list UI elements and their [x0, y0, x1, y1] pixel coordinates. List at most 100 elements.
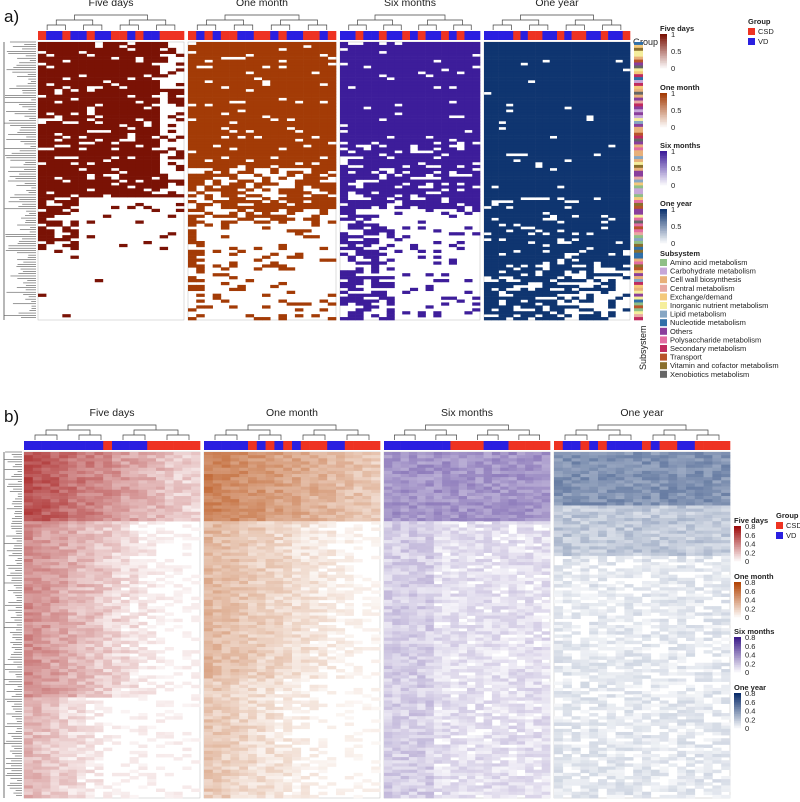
heatmap-cell	[615, 220, 623, 224]
subsystem-annotation-cell	[634, 249, 643, 253]
heatmap-cell	[520, 94, 529, 98]
heatmap-cell	[456, 88, 465, 93]
heatmap-cell	[535, 202, 543, 207]
heatmap-cell	[196, 153, 205, 157]
heatmap-cell	[410, 173, 419, 177]
heatmap-cell	[520, 229, 529, 233]
heatmap-cell	[311, 223, 320, 227]
heatmap-cell	[371, 305, 380, 309]
heatmap-cell	[245, 170, 255, 174]
heatmap-cell	[513, 126, 521, 131]
heatmap-cell	[363, 59, 372, 63]
heatmap-cell	[578, 179, 587, 183]
heatmap-cell	[549, 59, 558, 63]
heatmap-cell	[622, 226, 631, 230]
heatmap-cell	[472, 115, 481, 119]
heatmap-cell	[484, 217, 492, 221]
subsystem-annotation-cell	[634, 194, 643, 198]
heatmap-cell	[484, 77, 492, 81]
heatmap-cell	[394, 249, 403, 253]
heatmap-cell	[593, 138, 602, 142]
subsystem-annotation-cell	[634, 284, 643, 289]
heatmap-cell	[505, 208, 514, 213]
heatmap-cell	[571, 173, 580, 177]
heatmap-cell	[410, 188, 419, 192]
subsystem-annotation-cell	[634, 179, 643, 183]
heatmap-cell	[386, 191, 395, 195]
heatmap-cell	[417, 156, 426, 160]
heatmap-cell	[143, 144, 152, 148]
heatmap-cell	[386, 144, 395, 148]
heatmap-cell	[46, 88, 55, 93]
heatmap-cell	[319, 132, 329, 136]
heatmap-cell	[410, 50, 419, 55]
heatmap-cell	[513, 129, 521, 134]
subsystem-annotation-cell	[634, 153, 643, 157]
heatmap-cell	[549, 191, 558, 195]
heatmap-cell	[578, 112, 587, 116]
heatmap-cell	[615, 176, 623, 180]
heatmap-cell	[86, 47, 96, 52]
heatmap-cell	[111, 123, 120, 128]
heatmap-cell	[425, 179, 434, 183]
heatmap-cell	[394, 77, 403, 81]
heatmap-cell	[386, 276, 395, 280]
heatmap-cell	[505, 100, 514, 104]
heatmap-cell	[347, 276, 356, 280]
heatmap-cell	[86, 94, 96, 98]
heatmap-cell	[593, 235, 602, 239]
heatmap-cell	[188, 109, 197, 113]
heatmap-cell	[586, 170, 594, 174]
heatmap-cell	[220, 129, 230, 134]
heatmap-cell	[188, 135, 197, 139]
heatmap-cell	[557, 249, 565, 253]
heatmap-cell	[425, 56, 434, 60]
subsystem-annotation-cell	[634, 270, 643, 274]
heatmap-cell	[586, 211, 594, 215]
heatmap-cell	[212, 126, 222, 131]
heatmap-cell	[491, 281, 499, 286]
heatmap-cell	[608, 62, 616, 66]
heatmap-cell	[371, 200, 380, 204]
heatmap-cell	[70, 182, 79, 186]
heatmap-cell	[484, 302, 492, 306]
heatmap-cell	[327, 123, 337, 128]
heatmap-cell	[119, 191, 128, 195]
heatmap-cell	[327, 100, 337, 104]
heatmap-cell	[143, 129, 152, 134]
heatmap-cell	[135, 159, 144, 163]
heatmap-cell	[167, 194, 177, 198]
heatmap-cell	[127, 74, 136, 78]
heatmap-cell	[513, 252, 521, 256]
heatmap-cell	[448, 77, 457, 81]
heatmap-cell	[535, 85, 543, 90]
heatmap-cell	[253, 208, 263, 213]
heatmap-cell	[417, 109, 426, 113]
subsystem-annotation-cell	[634, 147, 643, 151]
heatmap-cell	[340, 80, 349, 84]
heatmap-cell	[498, 220, 507, 224]
heatmap-cell	[394, 56, 403, 60]
heatmap-five-days: Five days	[37, 0, 185, 321]
heatmap-cell	[46, 229, 55, 233]
heatmap-cell	[564, 188, 572, 192]
heatmap-cell	[622, 173, 631, 177]
heatmap-cell	[498, 261, 507, 265]
heatmap-cell	[586, 261, 594, 265]
heatmap-cell	[425, 42, 434, 46]
heatmap-cell	[484, 214, 492, 218]
heatmap-cell	[586, 97, 594, 101]
heatmap-cell	[386, 53, 395, 57]
heatmap-cell	[102, 74, 112, 78]
heatmap-cell	[608, 202, 616, 207]
heatmap-cell	[402, 94, 411, 98]
heatmap-cell	[586, 308, 594, 312]
heatmap-cell	[38, 156, 47, 160]
heatmap-cell	[220, 188, 230, 192]
heatmap-cell	[505, 47, 514, 52]
heatmap-cell	[402, 167, 411, 172]
heatmap-cell	[464, 80, 473, 84]
heatmap-cell	[278, 243, 287, 248]
heatmap-cell	[24, 505, 34, 509]
heatmap-cell	[62, 191, 71, 195]
